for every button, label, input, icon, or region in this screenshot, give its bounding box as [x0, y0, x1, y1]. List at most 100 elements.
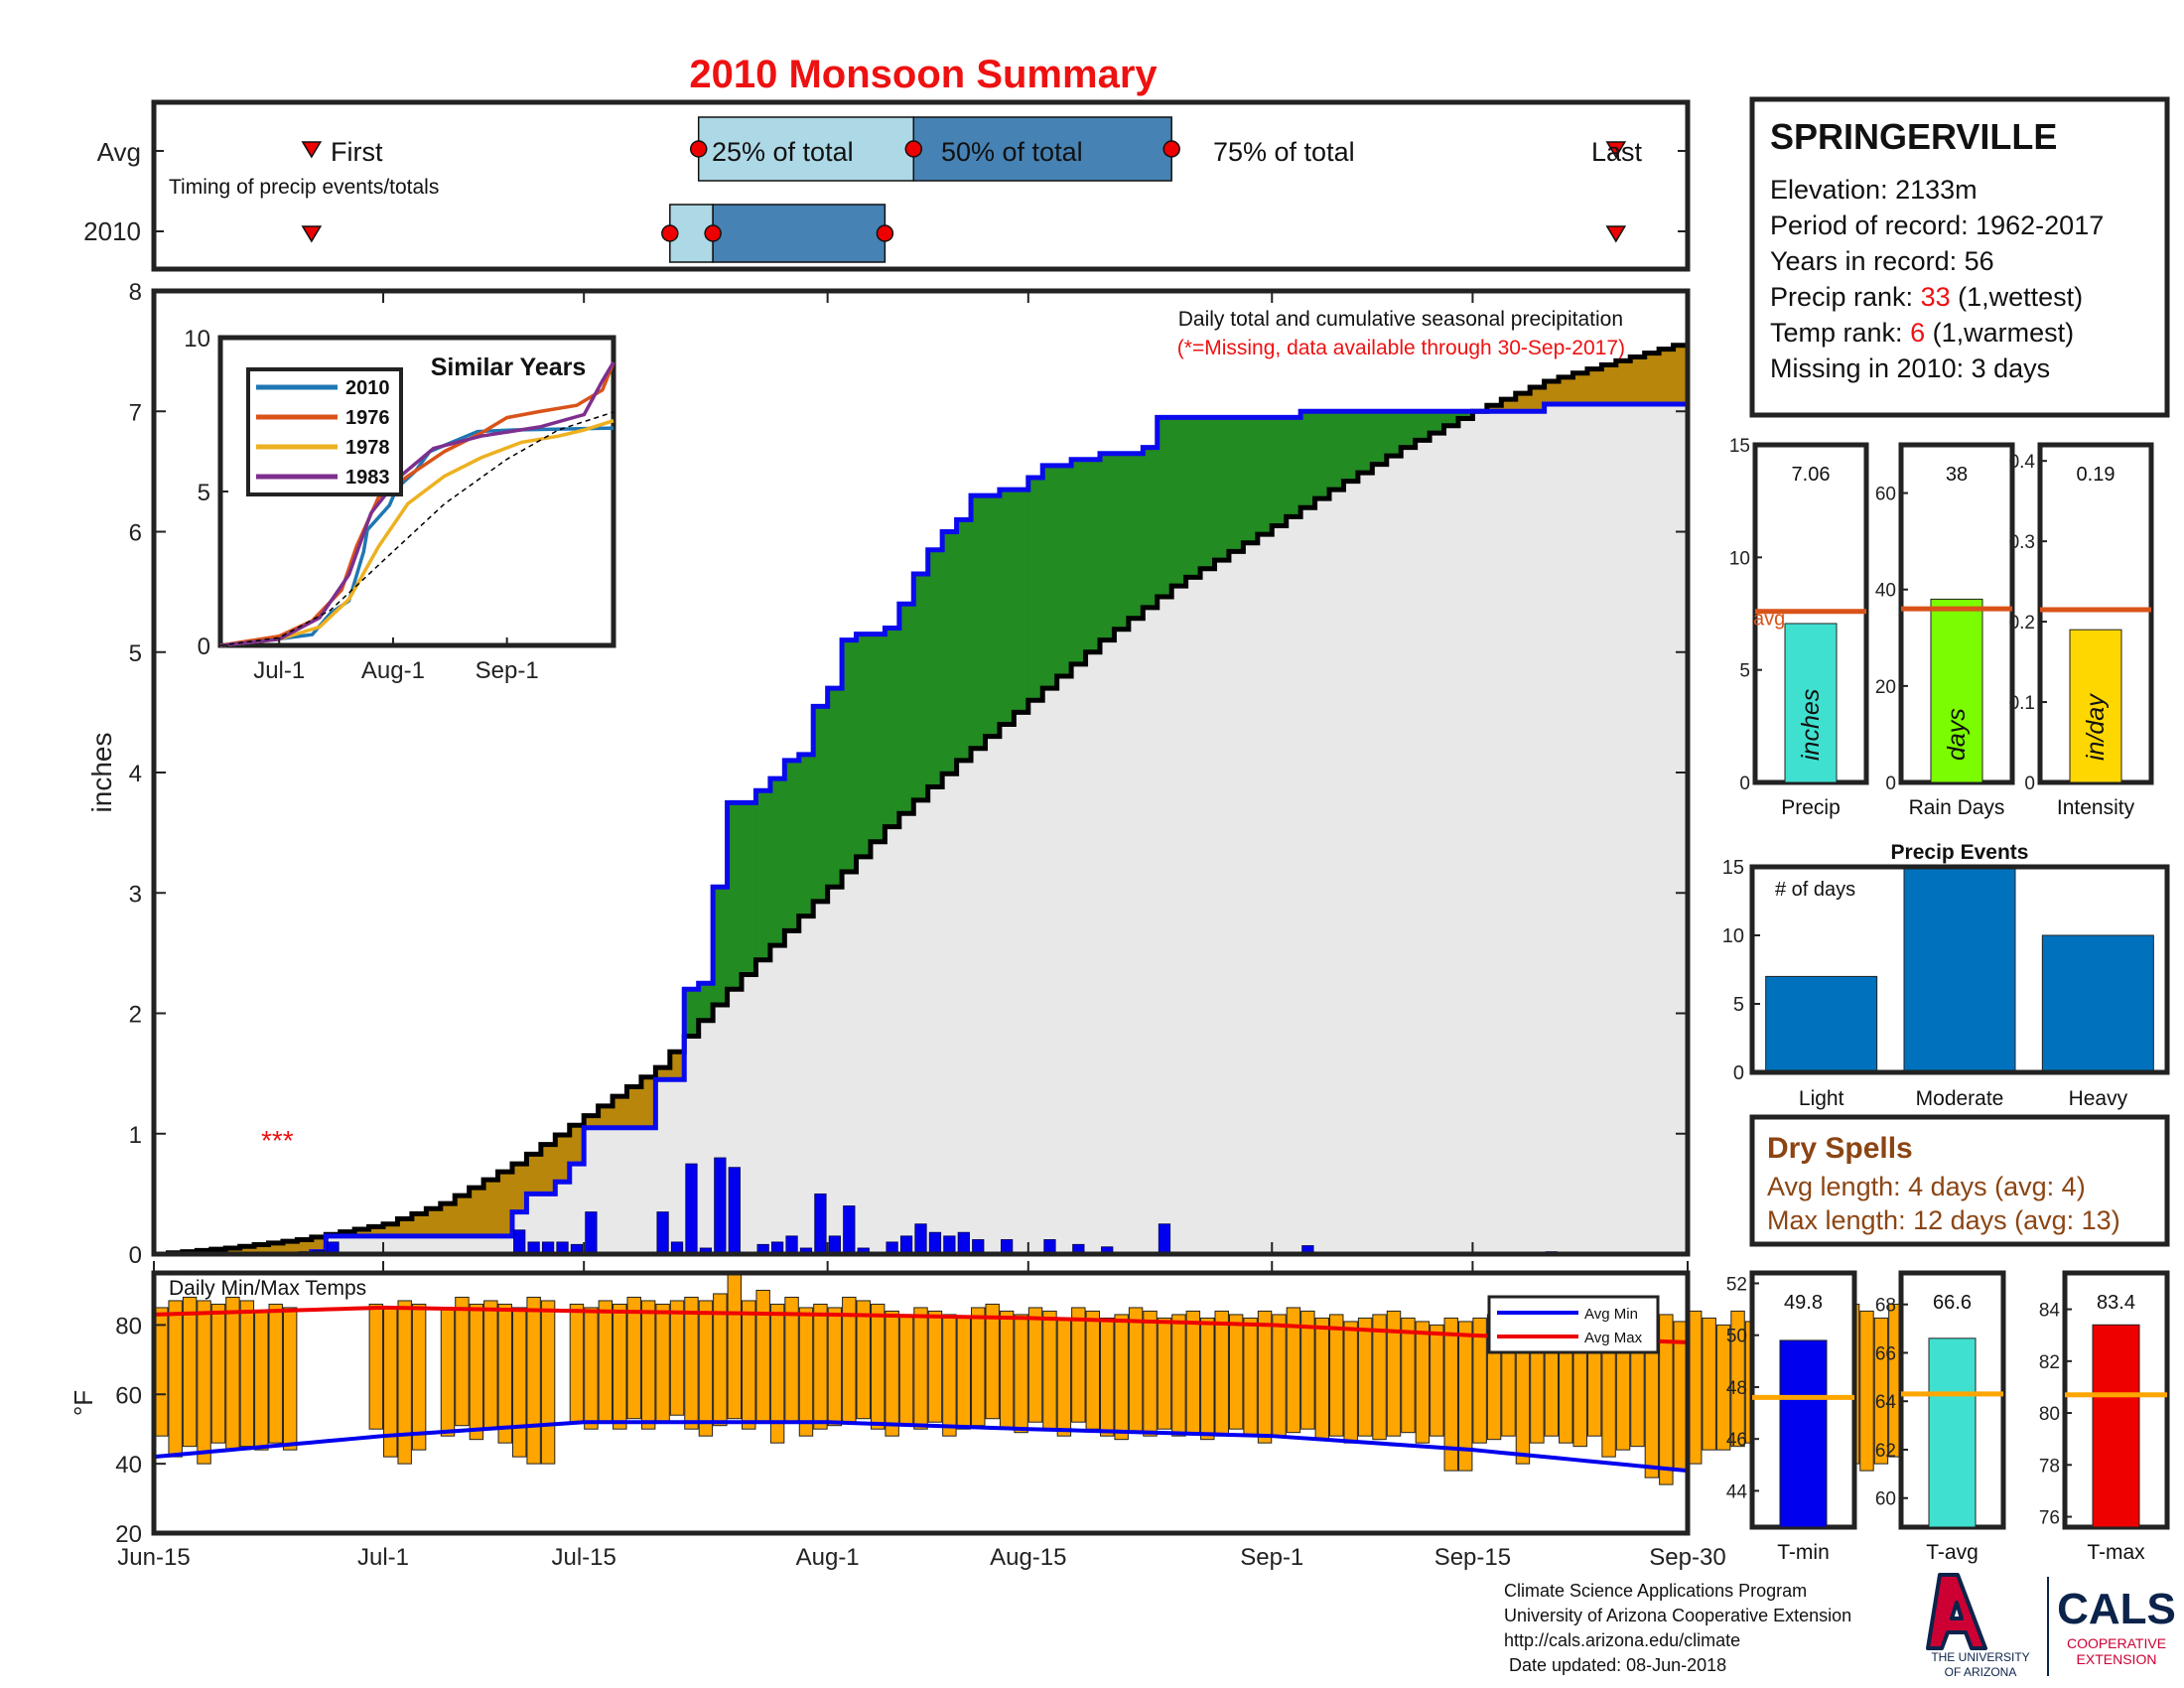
cum-base-strip [1343, 481, 1359, 1254]
temp-range-bar [971, 1307, 986, 1427]
temp-range-bar [1286, 1307, 1301, 1434]
inset-legend-label-1978: 1978 [345, 437, 390, 459]
temp-range-bar [440, 1307, 456, 1437]
cum-above-avg-strip [1386, 411, 1402, 457]
cum-below-avg-strip [598, 1105, 614, 1128]
cum-base-strip [1143, 607, 1159, 1254]
cum-base-strip [1544, 403, 1560, 1255]
cum-below-avg-strip [455, 1196, 471, 1236]
cum-above-avg-strip [885, 628, 900, 827]
cum-base-strip [340, 1235, 355, 1254]
time-xtick-label: Jun-15 [117, 1544, 190, 1571]
totals-ytick-label: 0.1 [2009, 693, 2035, 714]
cum-base-strip [1257, 534, 1273, 1254]
daily-temps-chart: 20 40 60 80 °F Daily Min/Max Temps Avg Min Avg … [68, 1270, 2003, 1571]
cum-below-avg-strip [1615, 360, 1631, 404]
temp-range-bar [856, 1300, 871, 1420]
cum-above-avg-strip [1228, 417, 1244, 552]
totals-ytick-label: 20 [1875, 677, 1896, 698]
totals-ytick-label: 0.2 [2009, 613, 2035, 633]
missing-marker: *** [261, 1125, 294, 1156]
temp-range-bar [613, 1303, 627, 1430]
temp-range-bar [1329, 1314, 1344, 1437]
cum-above-avg-strip [956, 519, 972, 761]
inset-ytick-label: 5 [198, 480, 210, 506]
cum-below-avg-strip [411, 1213, 427, 1236]
precip-events-chart: Light Moderate Heavy 0 5 10 15 Precip Events # o… [1722, 841, 2170, 1110]
cum-above-avg-strip [913, 573, 929, 800]
cum-above-avg-strip [1027, 477, 1043, 701]
cum-base-strip [411, 1235, 427, 1254]
cum-below-avg-strip [497, 1172, 513, 1236]
footer-line-3: http://cals.arizona.edu/climate [1504, 1630, 1740, 1650]
temp-range-bar [210, 1303, 226, 1444]
daily-precip-bar [513, 1229, 526, 1255]
inset-legend-box [246, 367, 403, 496]
tavg-bar-t-min [1779, 1339, 1828, 1528]
tavg-ytick-label: 48 [1726, 1378, 1747, 1399]
cum-base-strip [440, 1235, 456, 1254]
cum-below-avg-strip [1659, 349, 1675, 404]
totals-value-0: 7.06 [1792, 464, 1831, 486]
station-precip-rank: Precip rank: 33 (1,wettest) [1770, 282, 2083, 312]
totals-bar-rain-days [1930, 598, 1983, 783]
temp-range-bar [1042, 1310, 1057, 1430]
cum-base-strip [1572, 403, 1588, 1255]
main-ytick-label: 1 [129, 1122, 142, 1149]
station-years: Years in record: 56 [1770, 246, 1994, 276]
cum-above-avg-strip [1214, 417, 1230, 561]
cum-below-avg-strip [526, 1154, 542, 1195]
time-xtick-label: Sep-30 [1649, 1544, 1725, 1571]
cum-base-strip [942, 774, 958, 1254]
cum-above-avg-strip [842, 639, 858, 873]
cum-base-strip [870, 841, 887, 1254]
timing-2010-quartile-marker-1 [661, 224, 679, 242]
temp-range-bar [985, 1303, 1000, 1420]
cum-base-strip [1099, 639, 1116, 1254]
timing-50pct-label: 50% of total [941, 137, 1083, 167]
temp-range-bar [1430, 1324, 1444, 1437]
temp-range-bar [1386, 1310, 1402, 1437]
totals-unit-1: days [1943, 708, 1971, 761]
cum-above-avg-strip [827, 688, 843, 888]
cum-base-strip [1386, 456, 1402, 1254]
cum-base-strip [927, 786, 943, 1254]
cum-base-strip [1014, 712, 1029, 1254]
totals-ytick-label: 60 [1875, 485, 1896, 505]
timing-75pct-label: 75% of total [1213, 137, 1355, 167]
temp-range-bar [698, 1300, 714, 1437]
cum-below-avg-strip [440, 1203, 456, 1236]
cum-above-avg-strip [1401, 411, 1417, 448]
events-ytick-label: 0 [1733, 1062, 1744, 1084]
cum-below-avg-strip [1673, 345, 1689, 404]
events-ytick-label: 5 [1733, 994, 1744, 1016]
time-xtick-label: Aug-1 [796, 1544, 860, 1571]
temp-range-bar [1157, 1317, 1172, 1430]
tavg-xlabel-2: T-max [2087, 1541, 2145, 1564]
temp-range-bar [268, 1303, 283, 1444]
temp-range-bar [898, 1314, 914, 1427]
cum-above-avg-strip [1415, 411, 1431, 441]
totals-avg-label: avg [1753, 609, 1785, 631]
inset-ytick-label: 0 [198, 633, 210, 660]
cum-below-avg-strip [1572, 372, 1588, 404]
cum-base-strip [1673, 403, 1689, 1255]
cum-base-strip [971, 748, 987, 1254]
main-ytick-label: 4 [129, 761, 142, 787]
temp-range-bar [885, 1310, 899, 1437]
timing-caption: Timing of precip events/totals [169, 176, 439, 199]
cum-above-avg-strip [1185, 417, 1201, 578]
cum-base-strip [555, 1182, 571, 1254]
cum-below-avg-strip [655, 1067, 671, 1080]
timing-avg-quartile-marker-2 [904, 140, 923, 158]
dry-spells-title: Dry Spells [1767, 1132, 1913, 1165]
cum-below-avg-strip [1515, 393, 1531, 412]
timing-row-label-2010: 2010 [83, 216, 141, 246]
cum-base-strip [469, 1235, 484, 1254]
temp-range-bar [1056, 1317, 1072, 1437]
temp-range-bar [1171, 1314, 1186, 1437]
cum-below-avg-strip [354, 1228, 370, 1236]
cum-base-strip [1157, 596, 1172, 1254]
temp-range-bar [1688, 1310, 1703, 1465]
temps-ytick-label: 60 [115, 1382, 142, 1409]
